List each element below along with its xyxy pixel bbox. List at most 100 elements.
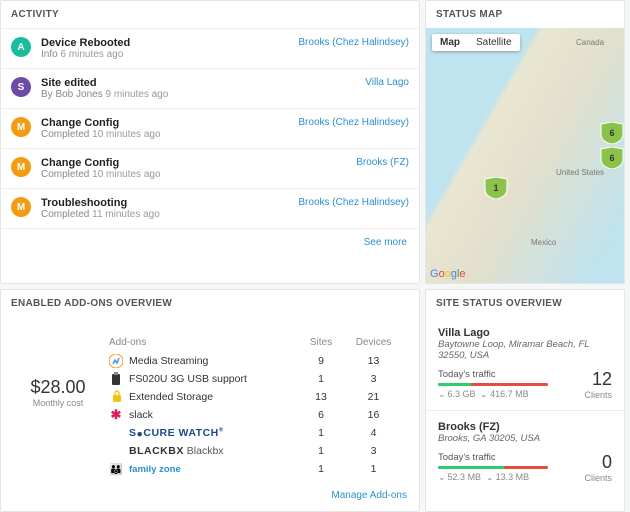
activity-item-sub: Completed 10 minutes ago: [41, 169, 356, 180]
map-label: United States: [556, 168, 604, 177]
activity-item-sub: Completed 10 minutes ago: [41, 129, 298, 140]
blackbx-icon: [109, 444, 123, 458]
addon-devices: 4: [346, 427, 401, 439]
activity-item[interactable]: A Device Rebooted Info 6 minutes ago Bro…: [1, 28, 419, 68]
addon-name: Extended Storage: [129, 391, 213, 403]
activity-badge: A: [11, 37, 31, 57]
status-map-title: STATUS MAP: [426, 1, 624, 28]
site-address: Baytowne Loop, Miramar Beach, FL 32550, …: [438, 339, 612, 361]
secure-icon: [109, 426, 123, 440]
activity-item-title: Site edited: [41, 77, 365, 89]
map-label: Canada: [576, 38, 604, 47]
addon-name: slack: [129, 409, 153, 421]
activity-item-title: Change Config: [41, 157, 356, 169]
site-status-panel: SITE STATUS OVERVIEW Villa Lago Baytowne…: [425, 289, 625, 512]
map-label: Mexico: [531, 238, 556, 247]
site-block[interactable]: Brooks (FZ) Brooks, GA 30205, USA Today'…: [426, 410, 624, 493]
cost-amount: $28.00: [13, 377, 103, 398]
addon-sites: 1: [296, 445, 346, 457]
manage-addons-link[interactable]: Manage Add-ons: [1, 484, 419, 511]
activity-item-sub: By Bob Jones 9 minutes ago: [41, 89, 365, 100]
activity-item-title: Device Rebooted: [41, 37, 298, 49]
addon-name: Media Streaming: [129, 355, 208, 367]
addon-name: family zone: [129, 463, 181, 475]
addon-devices: 1: [346, 463, 401, 475]
status-map-panel: STATUS MAP Map Satellite Canada United St…: [425, 0, 625, 284]
traffic-label: Today's traffic: [438, 369, 548, 380]
map-marker[interactable]: 6: [599, 147, 624, 169]
activity-item[interactable]: M Troubleshooting Completed 11 minutes a…: [1, 188, 419, 228]
addon-row[interactable]: S●CURE WATCH® 14: [103, 424, 407, 442]
monthly-cost: $28.00 Monthly cost: [13, 337, 103, 478]
addons-table-header: Add-ons Sites Devices: [103, 337, 407, 352]
activity-title: ACTIVITY: [1, 1, 419, 28]
site-block[interactable]: Villa Lago Baytowne Loop, Miramar Beach,…: [426, 317, 624, 410]
addon-row[interactable]: Extended Storage 1321: [103, 388, 407, 406]
addon-devices: 16: [346, 409, 401, 421]
slack-icon: ✱: [109, 408, 123, 422]
activity-item-link[interactable]: Brooks (Chez Halindsey): [298, 37, 409, 48]
addon-row[interactable]: 👪 family zone 11: [103, 460, 407, 478]
activity-item[interactable]: M Change Config Completed 10 minutes ago…: [1, 148, 419, 188]
addon-name: FS020U 3G USB support: [129, 373, 247, 385]
site-status-title: SITE STATUS OVERVIEW: [426, 290, 624, 317]
activity-item-title: Troubleshooting: [41, 197, 298, 209]
clients-count: 12: [584, 369, 612, 390]
activity-item-link[interactable]: Brooks (Chez Halindsey): [298, 197, 409, 208]
usb-icon: [109, 372, 123, 386]
addon-row[interactable]: BLACKBX Blackbx 13: [103, 442, 407, 460]
clients-label: Clients: [584, 473, 612, 483]
addon-sites: 13: [296, 391, 346, 403]
site-name: Brooks (FZ): [438, 421, 612, 433]
addon-sites: 1: [296, 463, 346, 475]
activity-item-sub: Info 6 minutes ago: [41, 49, 298, 60]
addon-row[interactable]: ✱ slack 616: [103, 406, 407, 424]
map-type-control[interactable]: Map Satellite: [432, 34, 520, 51]
addon-devices: 3: [346, 373, 401, 385]
traffic-stats: 6.3 GB 416.7 MB: [438, 389, 548, 400]
clients-label: Clients: [584, 390, 612, 400]
activity-item-title: Change Config: [41, 117, 298, 129]
activity-badge: M: [11, 117, 31, 137]
activity-item-link[interactable]: Brooks (Chez Halindsey): [298, 117, 409, 128]
addon-sites: 6: [296, 409, 346, 421]
addon-sites: 1: [296, 427, 346, 439]
addon-devices: 3: [346, 445, 401, 457]
site-name: Villa Lago: [438, 327, 612, 339]
activity-item[interactable]: M Change Config Completed 10 minutes ago…: [1, 108, 419, 148]
activity-item-link[interactable]: Villa Lago: [365, 77, 409, 88]
activity-item[interactable]: S Site edited By Bob Jones 9 minutes ago…: [1, 68, 419, 108]
map-tab-satellite[interactable]: Satellite: [468, 34, 520, 51]
map-tab-map[interactable]: Map: [432, 34, 468, 51]
storage-icon: [109, 390, 123, 404]
google-logo: Google: [430, 268, 466, 280]
activity-badge: M: [11, 197, 31, 217]
activity-panel: ACTIVITY A Device Rebooted Info 6 minute…: [0, 0, 420, 284]
activity-badge: S: [11, 77, 31, 97]
traffic-stats: 52.3 MB 13.3 MB: [438, 472, 548, 483]
cost-label: Monthly cost: [13, 398, 103, 408]
see-more-link[interactable]: See more: [1, 228, 419, 256]
traffic-label: Today's traffic: [438, 452, 548, 463]
addon-sites: 1: [296, 373, 346, 385]
addon-devices: 13: [346, 355, 401, 367]
addons-panel: ENABLED ADD-ONS OVERVIEW $28.00 Monthly …: [0, 289, 420, 512]
addon-devices: 21: [346, 391, 401, 403]
addon-name: BLACKBX Blackbx: [129, 445, 224, 457]
family-icon: 👪: [109, 462, 123, 476]
activity-item-link[interactable]: Brooks (FZ): [356, 157, 409, 168]
map-marker[interactable]: 1: [483, 177, 509, 199]
activity-badge: M: [11, 157, 31, 177]
addon-name: S●CURE WATCH®: [129, 427, 224, 439]
clients-count: 0: [584, 452, 612, 473]
traffic-bar: [438, 383, 548, 386]
addons-title: ENABLED ADD-ONS OVERVIEW: [1, 290, 419, 317]
addon-row[interactable]: Media Streaming913: [103, 352, 407, 370]
site-address: Brooks, GA 30205, USA: [438, 433, 612, 444]
traffic-bar: [438, 466, 548, 469]
activity-item-sub: Completed 11 minutes ago: [41, 209, 298, 220]
media-icon: [109, 354, 123, 368]
map-container[interactable]: Map Satellite CanadaUnited StatesMexico …: [426, 28, 624, 283]
map-marker[interactable]: 6: [599, 122, 624, 144]
addon-row[interactable]: FS020U 3G USB support 13: [103, 370, 407, 388]
